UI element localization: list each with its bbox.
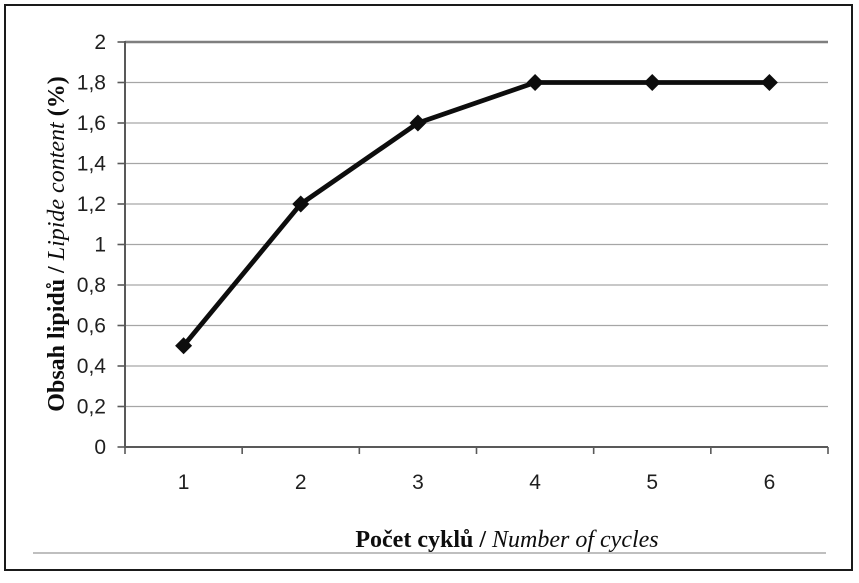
figure-frame	[4, 4, 853, 571]
x-axis-title: Počet cyklů / Number of cycles	[355, 528, 658, 552]
y-tick-label: 1,2	[77, 193, 106, 216]
y-tick-label: 1,4	[77, 153, 107, 176]
x-tick-label: 1	[178, 471, 190, 494]
x-tick-label: 4	[529, 471, 541, 494]
data-point-marker	[526, 74, 544, 91]
y-tick-label: 0,4	[77, 355, 107, 378]
y-tick-label: 2	[94, 31, 106, 54]
y-tick-label: 1,6	[77, 112, 106, 135]
data-point-marker	[292, 195, 310, 213]
data-point-marker	[175, 337, 193, 355]
x-axis-title-separator: /	[473, 527, 493, 553]
x-tick-label: 5	[646, 471, 658, 494]
y-axis-title-unit: (%)	[44, 76, 70, 117]
x-axis-title-english: Number of cycles	[492, 527, 659, 553]
y-axis-title-separator: /	[44, 260, 70, 279]
x-axis-title-czech: Počet cyklů	[355, 527, 474, 553]
bottom-separator-line	[33, 552, 826, 554]
y-tick-label: 0,6	[77, 315, 106, 338]
y-axis-title: Obsah lipidů / Lipide content (%)	[44, 76, 70, 412]
data-point-marker	[409, 114, 427, 132]
y-tick-label: 0,2	[77, 396, 106, 419]
y-tick-label: 1,8	[77, 72, 106, 95]
data-series-line	[181, 80, 772, 349]
data-point-marker	[643, 74, 661, 91]
y-tick-label: 0	[94, 436, 106, 459]
y-axis-title-english: Lipide content	[44, 122, 70, 261]
y-tick-label: 1	[94, 234, 106, 257]
y-tick-label: 0,8	[77, 274, 106, 297]
x-tick-label: 6	[764, 471, 776, 494]
y-axis-title-space	[44, 116, 70, 122]
x-tick-label: 2	[295, 471, 307, 494]
y-axis-title-czech: Obsah lipidů	[44, 278, 70, 412]
data-point-marker	[760, 74, 778, 91]
x-tick-label: 3	[412, 471, 424, 494]
